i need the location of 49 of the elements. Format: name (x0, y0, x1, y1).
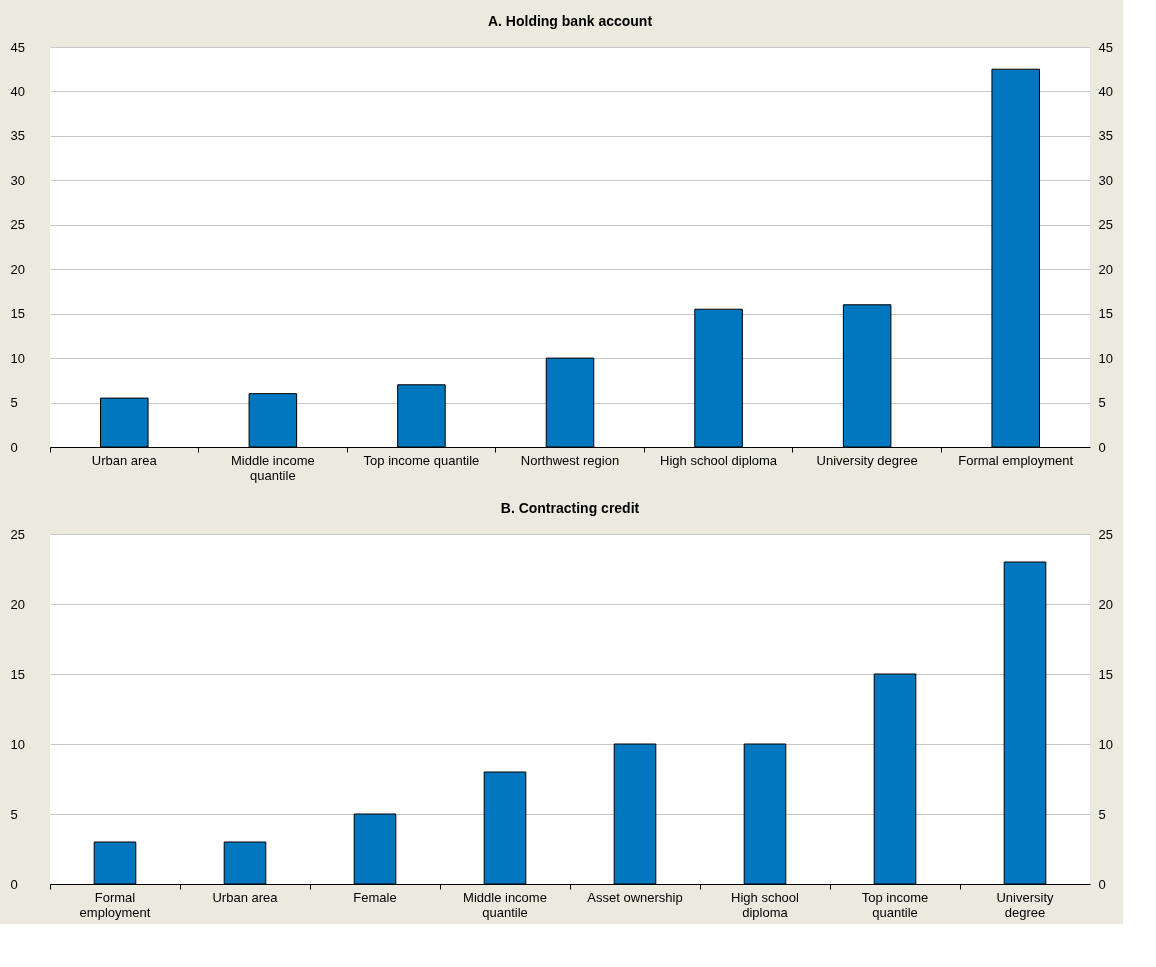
x-tick-label: Urban area (212, 889, 279, 905)
y-tick-label: 45 (10, 39, 25, 55)
y2-tick-label: 0 (1098, 439, 1106, 455)
chart-title: B. Contracting credit (500, 500, 640, 516)
x-tick-label: Middle income quantile (230, 452, 315, 483)
y-tick-label: 15 (10, 666, 25, 682)
y2-tick-label: 25 (1098, 526, 1113, 542)
y2-tick-label: 45 (1098, 39, 1113, 55)
x-tick-label: University degree (816, 452, 918, 468)
y2-tick-label: 40 (1098, 83, 1113, 99)
x-tick-label: Middle income quantile (463, 889, 547, 920)
x-tick-label: Asset ownership (587, 889, 683, 905)
y-tick-label: 5 (10, 806, 18, 822)
x-tick-label: Northwest region (520, 452, 620, 468)
y2-tick-label: 10 (1098, 736, 1113, 752)
y2-tick-label: 20 (1098, 261, 1113, 277)
y-tick-label: 20 (10, 261, 25, 277)
chart-title: A. Holding bank account (487, 13, 653, 29)
y2-tick-label: 0 (1098, 876, 1106, 892)
y-tick-label: 25 (10, 217, 25, 233)
x-tick-label: Top income quantile (861, 889, 929, 920)
x-tick-label: High school diploma (660, 452, 778, 468)
y-tick-label: 40 (10, 83, 25, 99)
x-tick-label: Formal employment (79, 889, 151, 920)
y2-tick-label: 15 (1098, 306, 1113, 322)
y2-tick-label: 35 (1098, 128, 1113, 144)
y2-tick-label: 20 (1098, 596, 1113, 612)
y-tick-label: 5 (10, 395, 18, 411)
y-tick-label: 10 (10, 350, 25, 366)
y2-tick-label: 30 (1098, 172, 1113, 188)
y-tick-label: 0 (10, 439, 18, 455)
x-tick-label: University degree (996, 889, 1055, 920)
y-tick-label: 0 (10, 876, 18, 892)
x-tick-label: Formal employment (958, 452, 1074, 468)
y2-tick-label: 15 (1098, 666, 1113, 682)
x-tick-label: High school diploma (731, 889, 800, 920)
y-tick-label: 25 (10, 526, 25, 542)
y-tick-label: 15 (10, 306, 25, 322)
y2-tick-label: 25 (1098, 217, 1113, 233)
y2-tick-label: 5 (1098, 806, 1106, 822)
y2-tick-label: 10 (1098, 350, 1113, 366)
y-tick-label: 10 (10, 736, 25, 752)
y2-tick-label: 5 (1098, 395, 1106, 411)
x-tick-label: Top income quantile (363, 452, 480, 468)
y-tick-label: 35 (10, 128, 25, 144)
x-tick-label: Urban area (91, 452, 158, 468)
y-tick-label: 30 (10, 172, 25, 188)
x-tick-label: Female (353, 889, 397, 905)
y-tick-label: 20 (10, 596, 25, 612)
